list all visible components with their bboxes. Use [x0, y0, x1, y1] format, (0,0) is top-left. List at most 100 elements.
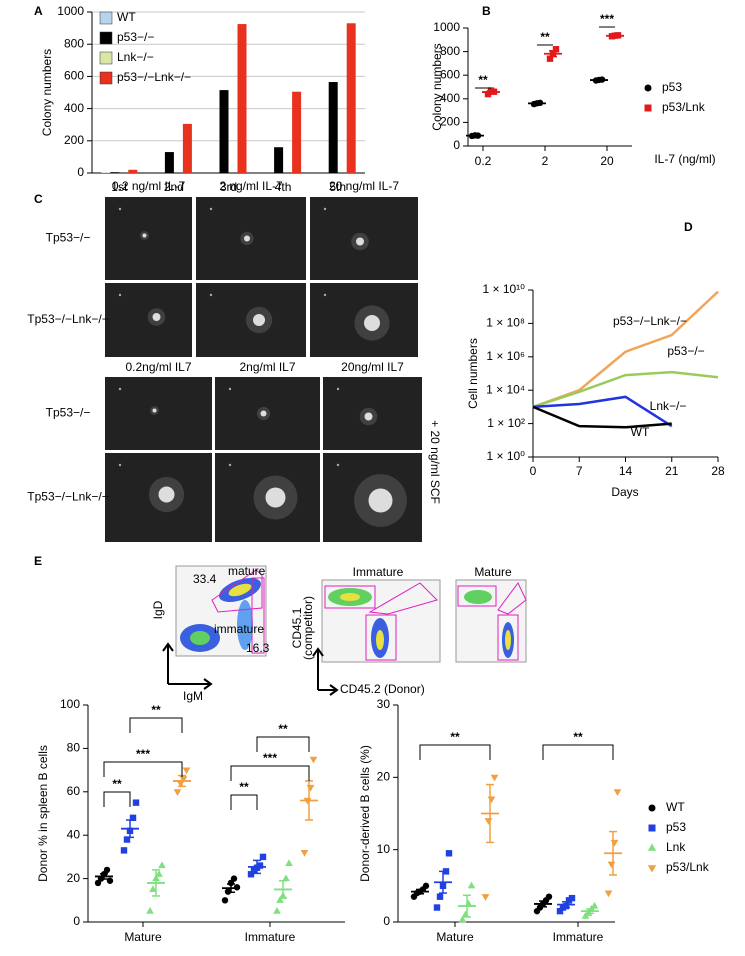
- panel-letter: B: [482, 4, 491, 18]
- gate: [365, 614, 397, 661]
- column-label: 2ng/ml IL7: [239, 360, 295, 374]
- y-tick-label: 30: [377, 697, 391, 711]
- series-line: [532, 370, 719, 409]
- marker: [256, 862, 264, 869]
- marker: [306, 784, 315, 792]
- bar: [110, 172, 120, 173]
- speck: [228, 463, 232, 467]
- y-tick-label: 40: [67, 827, 81, 841]
- colony: [142, 233, 147, 238]
- legend-label: p53: [666, 820, 686, 834]
- marker: [487, 796, 496, 804]
- significance-label: **: [573, 730, 583, 744]
- speck: [209, 293, 213, 297]
- panel-letter: D: [684, 220, 693, 234]
- marker: [221, 897, 229, 904]
- marker: [568, 894, 576, 902]
- marker: [282, 874, 290, 882]
- x-axis-label: IL-7 (ng/ml): [654, 152, 715, 166]
- y-tick-label: 1 × 10¹⁰: [482, 282, 525, 296]
- marker: [467, 881, 476, 889]
- significance-label: **: [151, 703, 161, 717]
- legend-swatch: [99, 31, 113, 45]
- significance-bracket: [419, 744, 491, 760]
- marker: [123, 836, 131, 843]
- marker: [484, 818, 493, 825]
- x-tick-label: 3rd: [220, 180, 237, 194]
- speck: [323, 207, 327, 211]
- marker: [458, 915, 467, 923]
- y-tick-label: 80: [67, 741, 81, 755]
- significance-label: **: [112, 777, 122, 791]
- speck: [209, 207, 213, 211]
- significance-label: ***: [136, 747, 150, 761]
- marker: [285, 859, 293, 866]
- colony: [356, 237, 364, 246]
- significance-label: **: [278, 722, 288, 736]
- y-tick-label: 1 × 10⁰: [486, 449, 525, 463]
- gate: [324, 585, 376, 609]
- significance-bracket: [103, 761, 183, 777]
- flow-plots: 33.4 mature immature 16.3 IgD IgM Immatu…: [151, 564, 527, 703]
- micrograph: [196, 197, 306, 280]
- y-tick-label: 1 × 10⁸: [486, 316, 525, 330]
- gate: [211, 569, 263, 613]
- legend-label: Lnk−/−: [117, 50, 154, 64]
- flow-plot: [455, 579, 527, 663]
- y-tick-label: 800: [440, 44, 460, 58]
- y-tick-label: 600: [64, 69, 84, 83]
- gate: [368, 582, 438, 615]
- y-axis-label: Donor-derived B cells (%): [358, 745, 372, 882]
- marker: [604, 890, 613, 898]
- significance-bracket: [256, 736, 310, 752]
- marker: [259, 853, 267, 861]
- column-label: 2 ng/ml IL-7: [219, 179, 283, 193]
- series-label: p53−/−: [667, 344, 704, 358]
- y-tick-label: 0: [73, 914, 80, 928]
- significance-bracket: [230, 794, 258, 810]
- population: [505, 630, 511, 650]
- marker: [276, 896, 284, 903]
- marker: [490, 774, 499, 782]
- legend-label: WT: [666, 800, 685, 814]
- y-tick-label: 200: [64, 133, 84, 147]
- population: [237, 600, 253, 650]
- flow-title: Immature: [353, 565, 404, 579]
- x-tick-label: Immature: [553, 930, 604, 944]
- axis-label: IgD: [151, 600, 165, 619]
- significance-label: **: [450, 730, 460, 744]
- marker: [120, 847, 128, 854]
- gate: [251, 577, 265, 654]
- x-tick-label: 14: [619, 464, 633, 478]
- y-tick-label: 20: [67, 871, 81, 885]
- marker: [155, 870, 163, 877]
- population: [228, 583, 252, 597]
- legend-label: WT: [117, 10, 136, 24]
- y-axis-label: Cell numbers: [466, 338, 480, 409]
- marker: [584, 909, 593, 916]
- marker: [552, 46, 560, 53]
- side-note: + 20 ng/ml SCF: [428, 420, 442, 504]
- legend-label: p53−/−: [117, 30, 154, 44]
- micrograph: [105, 377, 212, 450]
- flow-title: Mature: [474, 565, 512, 579]
- y-tick-label: 1000: [433, 20, 460, 34]
- marker: [247, 871, 255, 878]
- axis-arrow: [162, 642, 174, 652]
- x-tick-label: Mature: [124, 930, 162, 944]
- x-tick-label: 20: [600, 154, 614, 168]
- speck: [228, 387, 232, 391]
- y-tick-label: 0: [77, 165, 84, 179]
- population: [340, 593, 360, 601]
- y-tick-label: 20: [377, 770, 391, 784]
- gate-label: 16.3: [246, 641, 270, 655]
- speck: [118, 293, 122, 297]
- y-axis-label: Donor % in spleen B cells: [36, 745, 50, 882]
- marker: [613, 789, 622, 796]
- x-tick-label: Mature: [436, 930, 474, 944]
- marker: [556, 907, 564, 915]
- colony: [152, 313, 161, 321]
- row-label: Tp53−/−: [46, 406, 91, 420]
- colony: [364, 315, 380, 331]
